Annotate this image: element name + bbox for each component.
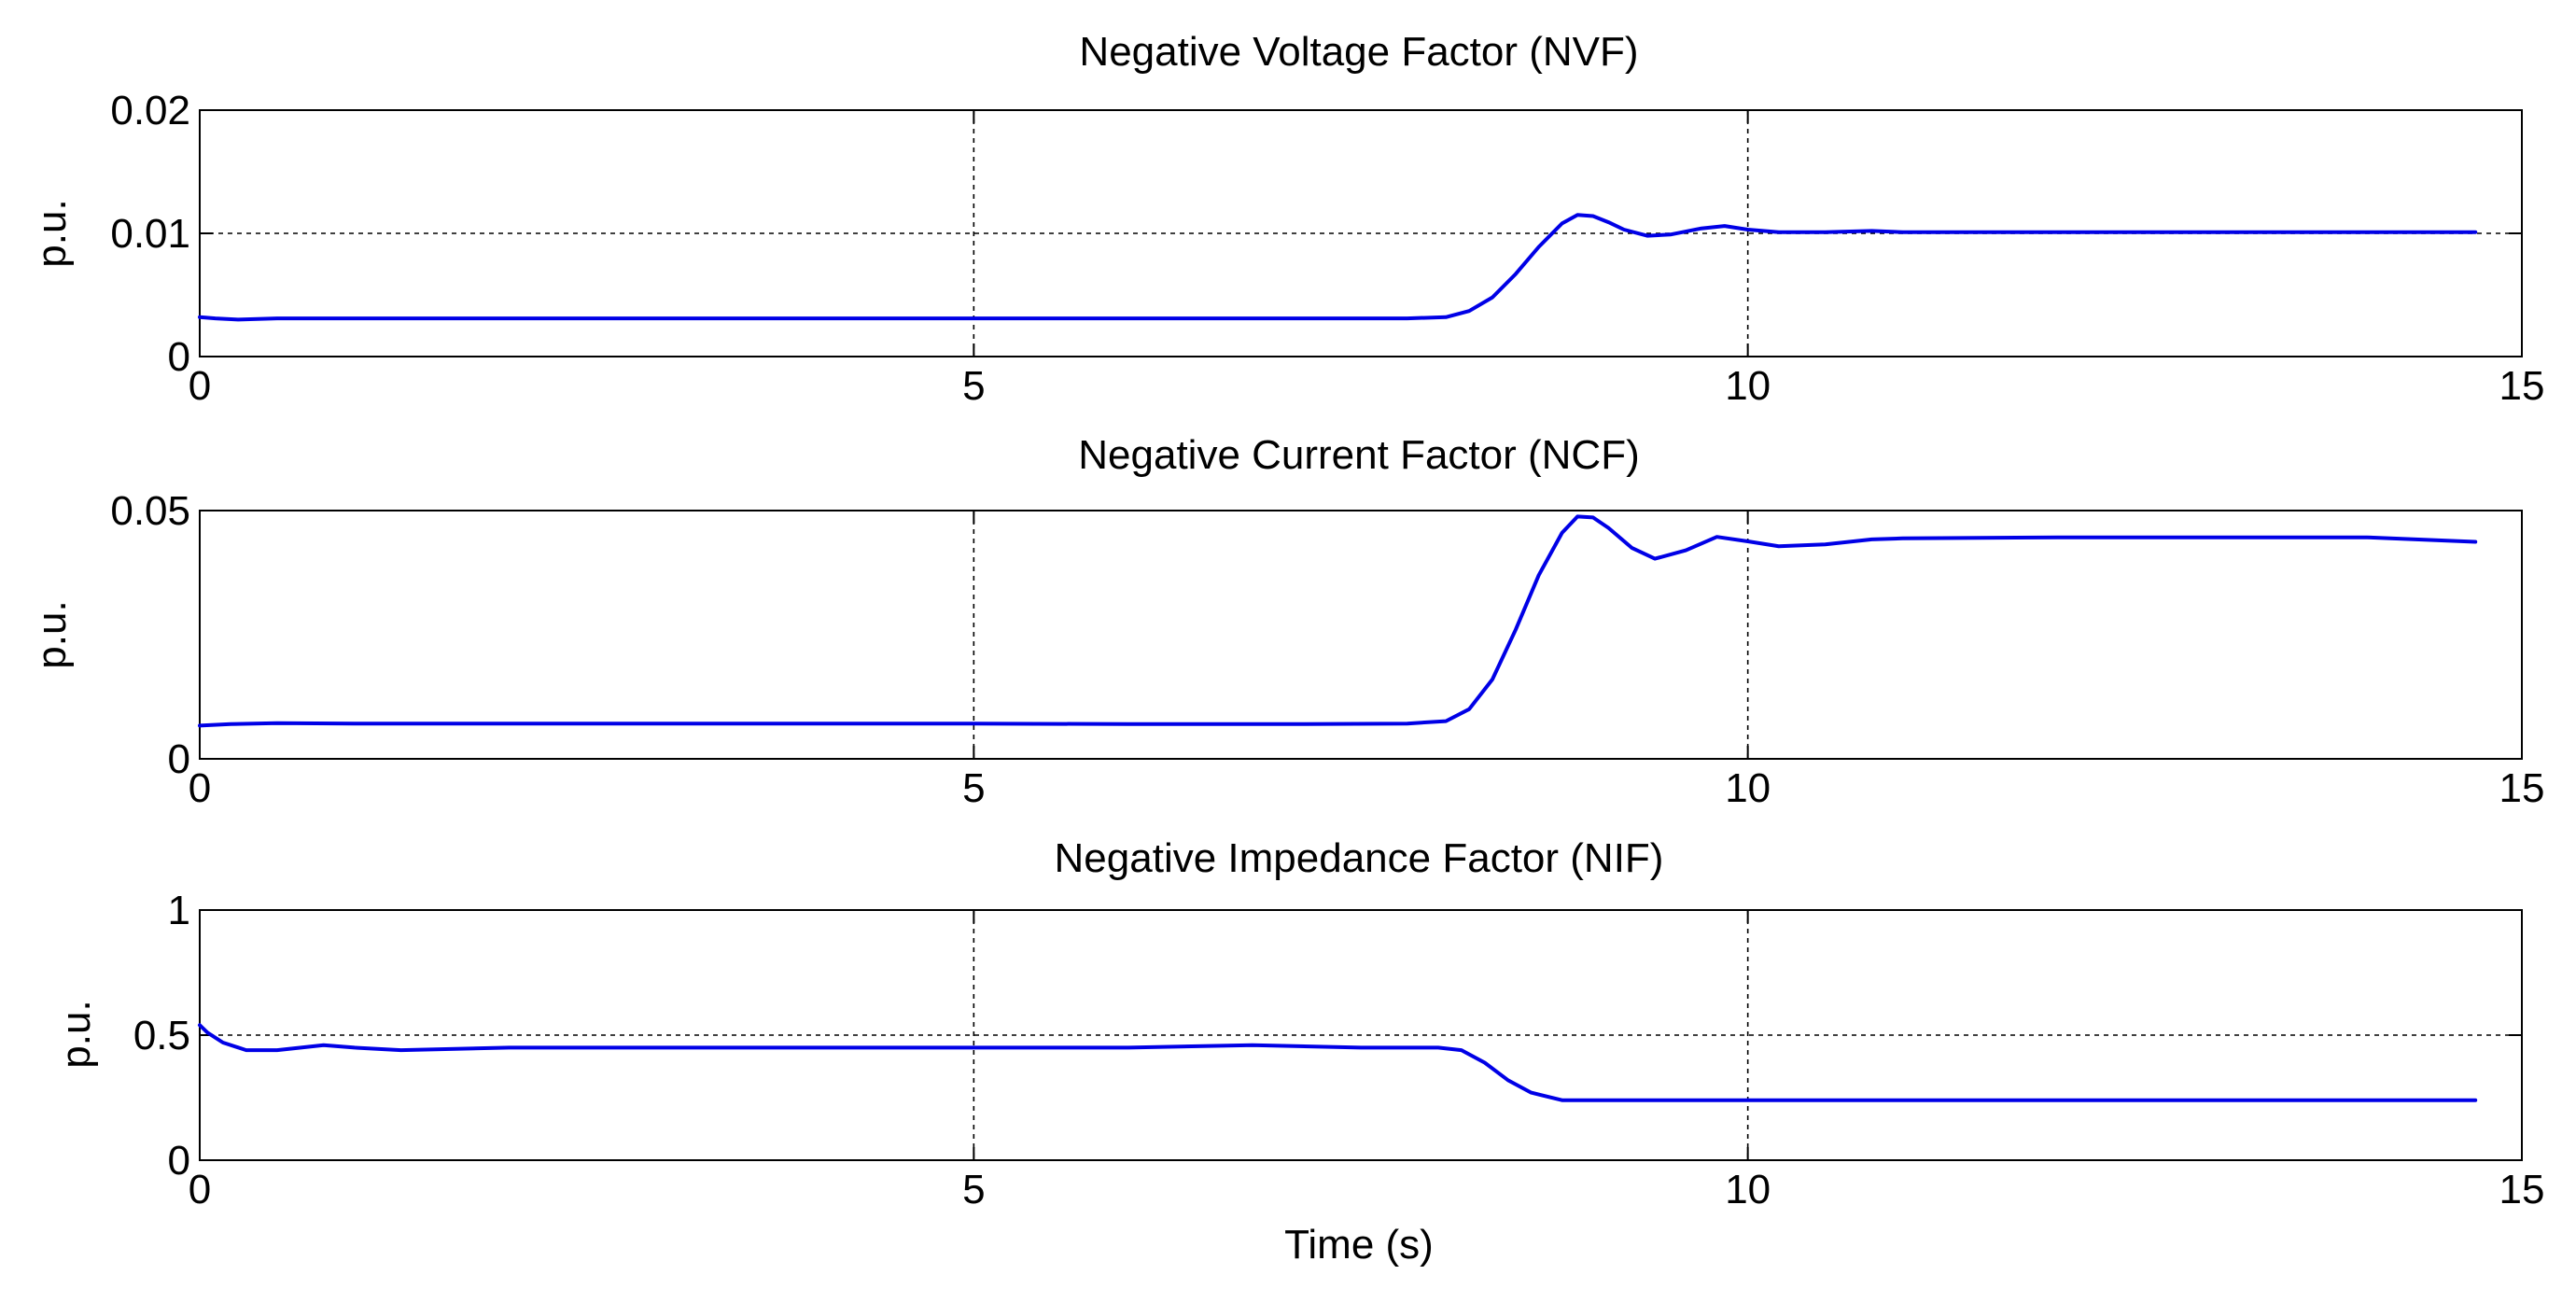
- y-tick-label-ncf: 0: [168, 736, 190, 782]
- panel-nvf: Negative Voltage Factor (NVF) 0 5 10 15 0 0.0…: [29, 29, 2544, 409]
- y-tick-label-nif: 0.5: [133, 1013, 190, 1058]
- ylabel-ncf: p.u.: [29, 600, 75, 668]
- series-line-nvf: [198, 213, 2478, 322]
- x-tick-label-nif: 10: [1725, 1167, 1771, 1212]
- panel-nif: Negative Impedance Factor (NIF) 0 5 10 1500…: [53, 835, 2544, 1268]
- chart-title-nif: Negative Impedance Factor (NIF): [1055, 835, 1664, 881]
- axes-box-ncf: [199, 510, 2523, 760]
- x-tick-label-nif: 5: [962, 1167, 985, 1212]
- y-tick-label-nvf: 0: [168, 334, 190, 380]
- chart-title-nvf: Negative Voltage Factor (NVF): [1079, 29, 1638, 75]
- panel-ncf: Negative Current Factor (NCF) 0 5 10 15 0 0.0…: [29, 432, 2544, 811]
- y-tick-label-nvf: 0.02: [110, 88, 190, 133]
- gridlines-ncf: [973, 511, 1749, 759]
- y-tick-label-nvf: 0.01: [110, 211, 190, 257]
- series-line-nif: [198, 1023, 2478, 1102]
- series-line-ncf: [198, 514, 2478, 728]
- y-tick-label-nif: 1: [168, 888, 190, 933]
- xlabel-nif: Time (s): [1284, 1222, 1434, 1268]
- y-tick-label-ncf: 0.05: [110, 488, 190, 534]
- x-tick-label-ncf: 10: [1725, 765, 1771, 811]
- x-tick-label-ncf: 0: [189, 765, 211, 811]
- x-tick-label-ncf: 15: [2499, 765, 2545, 811]
- x-tick-label-nvf: 10: [1725, 363, 1771, 409]
- ylabel-nvf: p.u.: [29, 199, 75, 267]
- x-tick-label-nvf: 5: [962, 363, 985, 409]
- x-tick-label-nif: 0: [189, 1167, 211, 1212]
- chart-title-ncf: Negative Current Factor (NCF): [1078, 432, 1639, 478]
- ticks-nvf: 0 5 10 15 0 0.01 0.02: [110, 88, 2544, 409]
- x-tick-label-nvf: 0: [189, 363, 211, 409]
- x-tick-label-nvf: 15: [2499, 363, 2545, 409]
- x-tick-label-ncf: 5: [962, 765, 985, 811]
- y-tick-label-nif: 0: [168, 1138, 190, 1184]
- gridlines-nif: [200, 910, 2522, 1160]
- ticks-nif: 0 5 10 15 0 0.5 1: [133, 888, 2545, 1212]
- ticks-ncf: 0 5 10 15 0 0.05: [110, 488, 2544, 811]
- x-tick-label-nif: 15: [2499, 1167, 2545, 1212]
- ylabel-nif: p.u.: [53, 1000, 99, 1068]
